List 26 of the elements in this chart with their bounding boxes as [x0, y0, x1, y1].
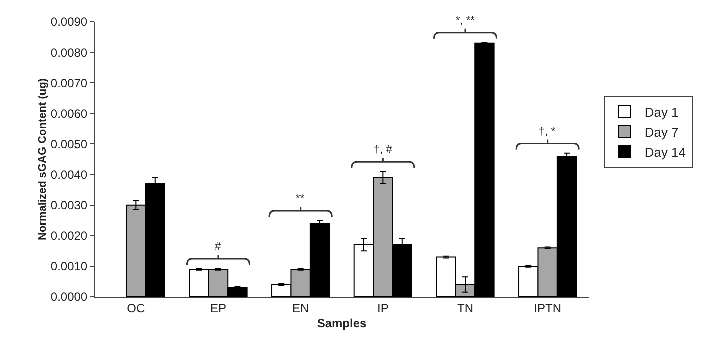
- y-tick-label: 0.0030: [50, 198, 88, 213]
- annotation: †, *: [539, 126, 556, 138]
- y-tick-label: 0.0050: [50, 137, 88, 152]
- x-tick-label: TN: [458, 301, 474, 316]
- y-axis-title: Normalized sGAG Content (ug): [36, 78, 49, 240]
- legend-label: Day 14: [644, 144, 686, 160]
- legend-label: Day 7: [644, 124, 679, 140]
- annotation: #: [215, 241, 222, 253]
- x-tick-label: IPTN: [534, 301, 562, 316]
- y-tick-label: 0.0060: [50, 106, 88, 121]
- annotation: **: [296, 193, 306, 205]
- x-tick-label: OC: [127, 301, 146, 316]
- y-tick-label: 0.0080: [50, 46, 88, 60]
- x-tick-label: EP: [210, 301, 227, 316]
- y-tick-label: 0.0020: [50, 229, 88, 244]
- annotation: †, #: [374, 144, 394, 156]
- x-tick-label: EN: [292, 301, 310, 316]
- y-tick-label: 0.0070: [50, 76, 88, 90]
- y-tick-label: 0.0040: [50, 168, 88, 182]
- y-tick-label: 0.0000: [50, 290, 88, 304]
- y-tick-label: 0.0010: [50, 260, 88, 274]
- annotation: *, **: [456, 15, 476, 27]
- y-tick-label: 0.0090: [50, 15, 88, 30]
- legend-label: Day 1: [644, 105, 679, 120]
- x-axis-title: Samples: [317, 316, 368, 330]
- x-tick-label: IP: [378, 301, 389, 316]
